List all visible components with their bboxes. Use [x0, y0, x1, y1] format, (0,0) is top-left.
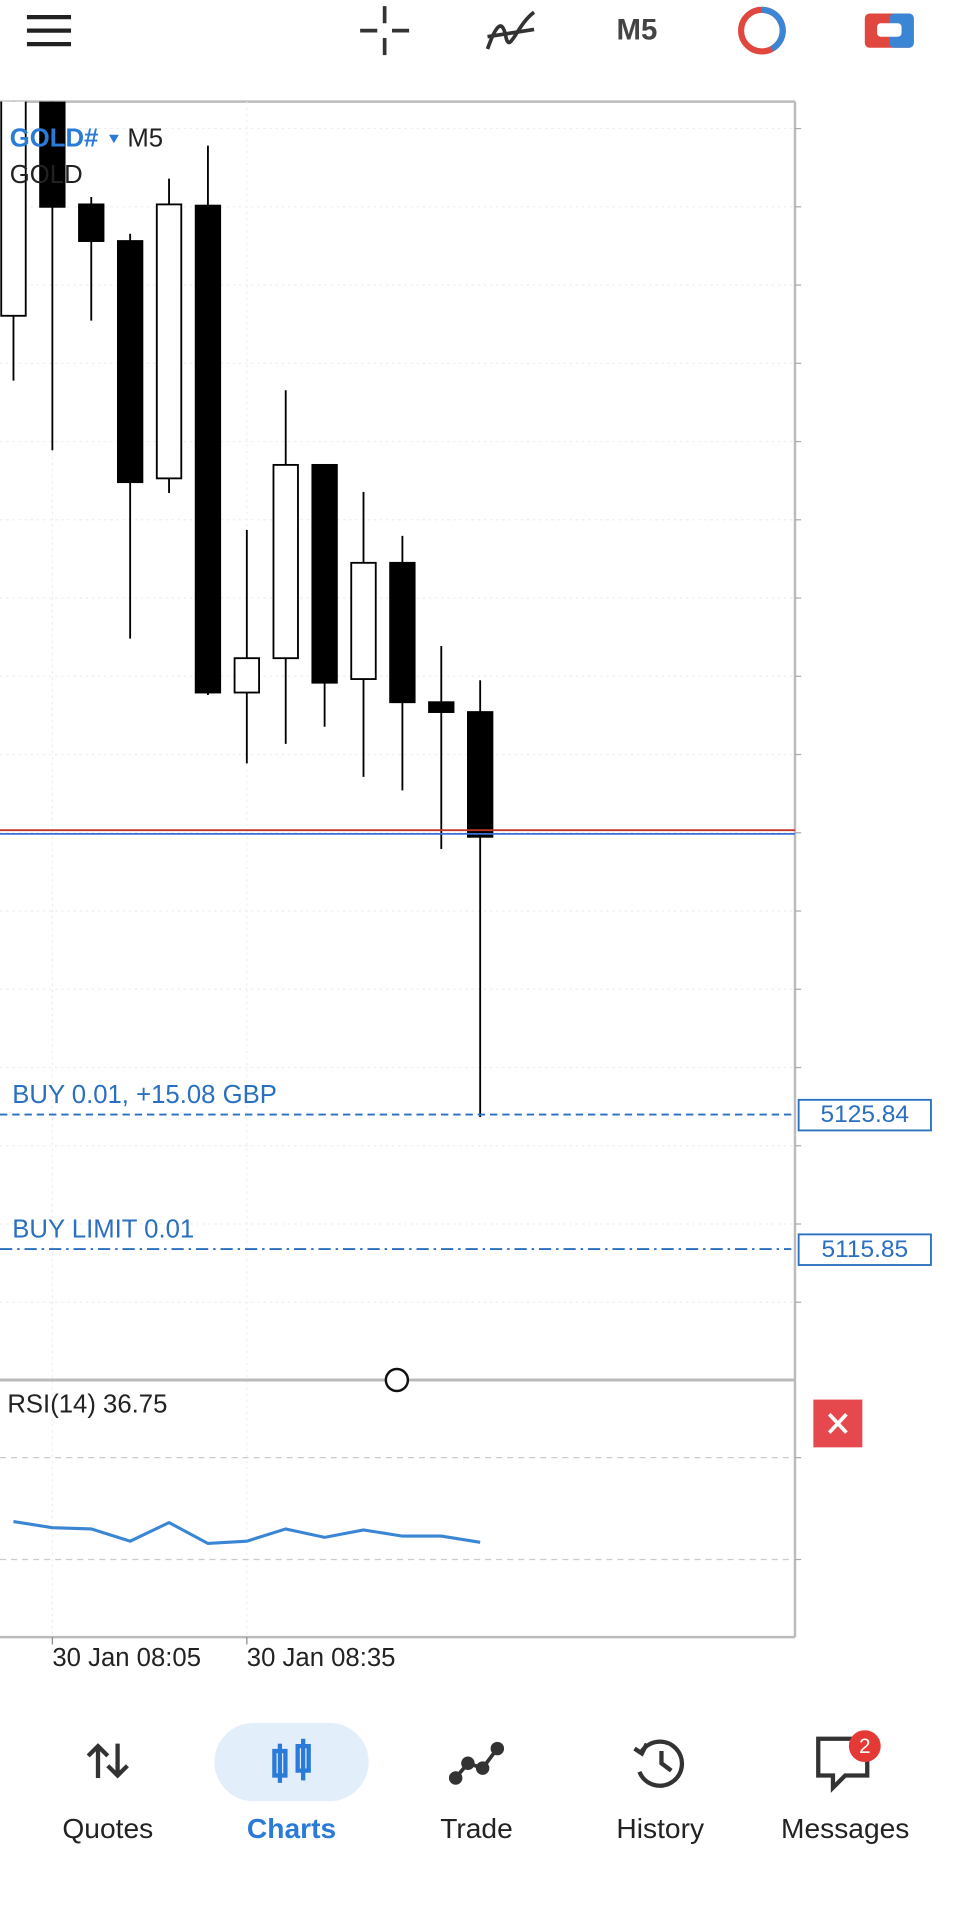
symbol-dropdown[interactable] [109, 134, 119, 144]
timeframe-button[interactable]: M5 [617, 14, 658, 47]
bottom-navigation: Quotes Charts Trade History Messages 2 [62, 1730, 909, 1844]
active-tab-highlight [214, 1722, 369, 1802]
x-tick-label: 30 Jan 08:05 [52, 1644, 201, 1672]
candle-body [0, 101, 27, 317]
timeframe-label: M5 [127, 124, 163, 152]
candle-body [272, 463, 299, 660]
candle-body [350, 561, 377, 680]
symbol[interactable]: GOLD# [10, 124, 99, 152]
indicator-line [13, 1520, 481, 1546]
candle-body [428, 701, 455, 713]
quotes-icon [86, 1743, 129, 1779]
nav-tab[interactable]: Charts [247, 1813, 336, 1844]
indicators-button[interactable] [485, 10, 536, 50]
x-tick-label: 30 Jan 08:35 [247, 1644, 396, 1672]
menu-button[interactable] [26, 15, 72, 47]
candles [0, 101, 494, 1117]
candle-body [233, 657, 260, 694]
order-label: BUY 0.01, +15.08 GBP [12, 1081, 277, 1109]
nav-tab[interactable]: History [616, 1813, 705, 1844]
candle-body [39, 101, 66, 208]
candle-body [116, 240, 144, 484]
badge [848, 1730, 881, 1763]
nav-tab[interactable]: Trade [440, 1813, 513, 1844]
candle-body [194, 204, 222, 694]
order-label: BUY LIMIT 0.01 [12, 1216, 194, 1244]
candle-body [389, 561, 416, 704]
order-price: 5125.84 [821, 1101, 910, 1128]
pane-resize-handle[interactable] [384, 1367, 410, 1393]
charts-icon [272, 1738, 311, 1783]
candle-body [311, 463, 338, 684]
price-box [797, 1098, 932, 1132]
history-icon [633, 1739, 685, 1788]
candle-body [78, 203, 105, 242]
candle-body [155, 203, 183, 480]
nav-tab[interactable]: Quotes [62, 1813, 153, 1844]
trade-icon [448, 1741, 505, 1785]
order-price: 5115.85 [821, 1236, 908, 1263]
symbol-description: GOLD [10, 161, 83, 189]
crosshair-button[interactable] [360, 6, 410, 56]
trade-button[interactable] [738, 6, 786, 55]
nav-tab[interactable]: Messages [781, 1813, 909, 1844]
remove-indicator-button[interactable] [813, 1399, 863, 1448]
candle-body [467, 711, 494, 838]
one-click-button[interactable] [864, 13, 914, 48]
price-box [797, 1233, 932, 1266]
badge-count: 2 [859, 1735, 871, 1758]
indicator-label: RSI(14) 36.75 [7, 1391, 167, 1419]
